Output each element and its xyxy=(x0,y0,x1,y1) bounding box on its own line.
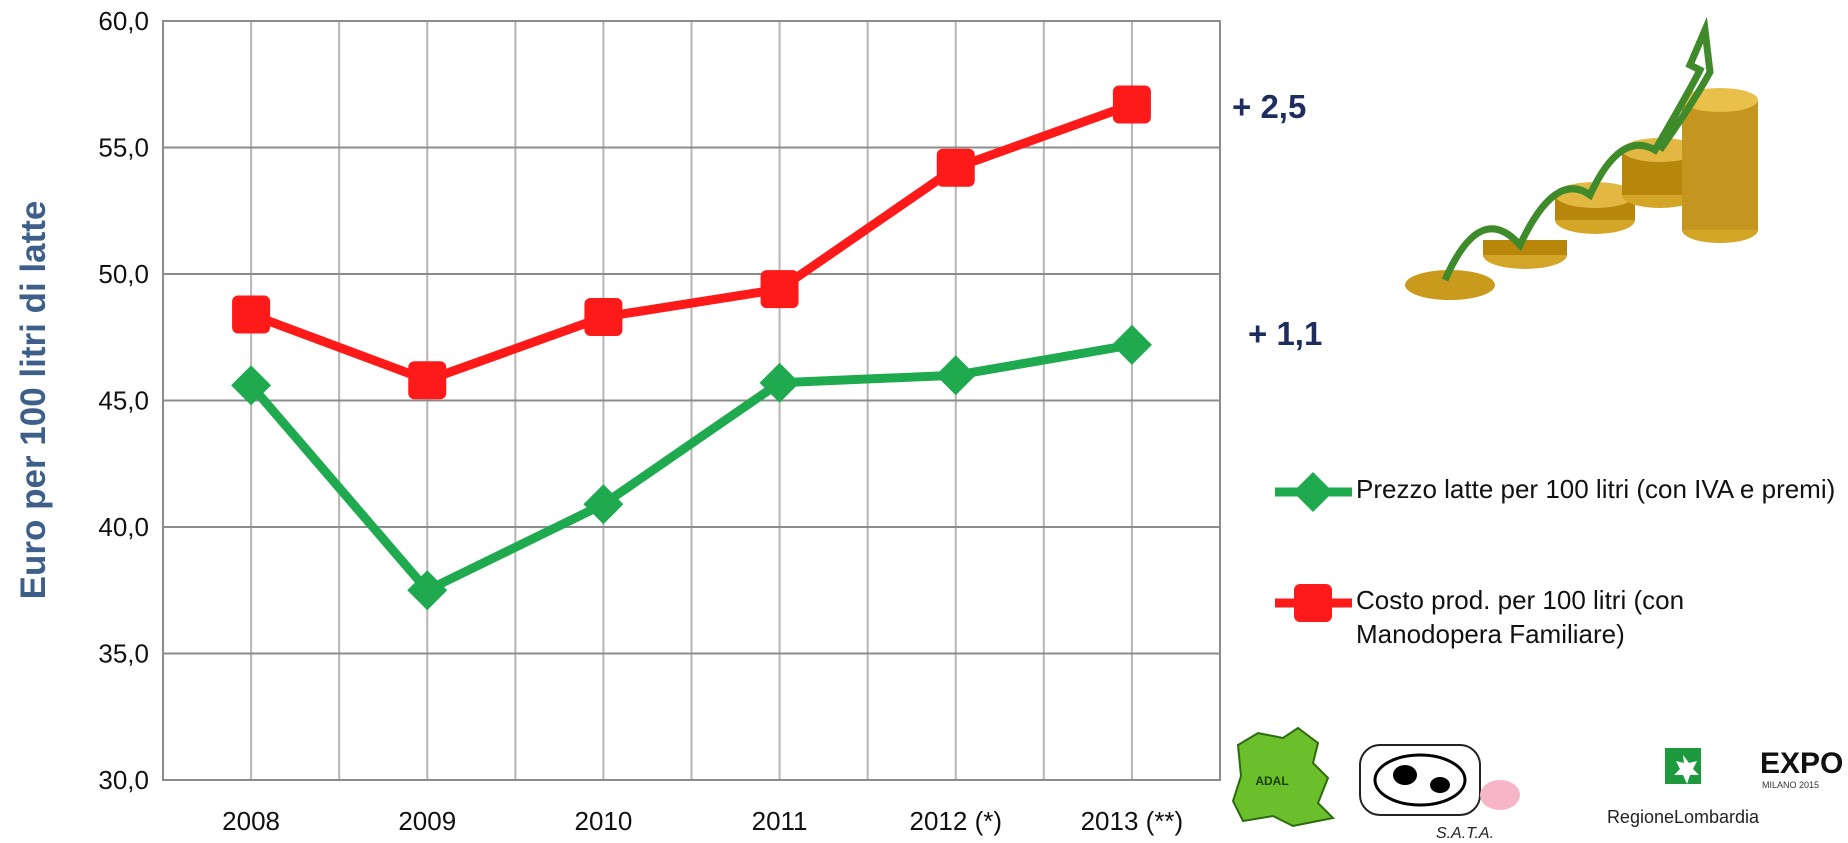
point xyxy=(1111,324,1152,365)
point xyxy=(407,570,448,611)
y-tick-label: 40,0 xyxy=(98,512,149,542)
y-tick-label: 55,0 xyxy=(98,133,149,163)
logo-text: S.A.T.A. xyxy=(1436,825,1494,842)
legend-label: Prezzo latte per 100 litri (con IVA e pr… xyxy=(1356,474,1836,504)
x-tick-label: 2009 xyxy=(398,806,456,836)
x-tick-label: 2013 (**) xyxy=(1081,806,1184,836)
y-tick-label: 45,0 xyxy=(98,386,149,416)
point xyxy=(232,295,271,334)
point xyxy=(1293,472,1333,512)
point xyxy=(1112,85,1151,124)
series-line xyxy=(249,100,1134,385)
point xyxy=(935,355,976,396)
legend-label: Costo prod. per 100 litri (con Manodoper… xyxy=(1356,585,1685,649)
plot-frame xyxy=(162,20,1221,781)
point xyxy=(759,362,800,403)
point xyxy=(231,365,272,406)
point xyxy=(583,484,624,525)
logo-text: EXPO xyxy=(1760,747,1843,780)
grid xyxy=(162,20,1221,781)
annotation: + 1,1 xyxy=(1248,315,1322,352)
logo-text: MILANO 2015 xyxy=(1762,780,1819,790)
series-line xyxy=(247,340,1133,595)
point xyxy=(1294,584,1332,622)
point xyxy=(936,148,975,187)
logos: ADAL S.A.T.A. RegioneLombardia EXPO MILA… xyxy=(1231,726,1843,842)
x-tick-label: 2010 xyxy=(574,806,632,836)
point xyxy=(408,361,447,400)
y-tick-label: 60,0 xyxy=(98,6,149,36)
x-tick-label: 2008 xyxy=(222,806,280,836)
x-tick-label: 2011 xyxy=(752,806,808,836)
y-axis-title: Euro per 100 litri di latte xyxy=(14,201,53,600)
annotation: + 2,5 xyxy=(1232,88,1306,125)
coins-illustration xyxy=(1405,16,1758,300)
y-tick-label: 50,0 xyxy=(98,259,149,289)
x-tick-label: 2012 (*) xyxy=(910,806,1003,836)
point xyxy=(760,270,799,309)
y-tick-label: 35,0 xyxy=(98,639,149,669)
logo-text: ADAL xyxy=(1255,774,1288,788)
point xyxy=(584,298,623,337)
y-tick-label: 30,0 xyxy=(98,765,149,795)
logo-text: RegioneLombardia xyxy=(1607,807,1760,827)
